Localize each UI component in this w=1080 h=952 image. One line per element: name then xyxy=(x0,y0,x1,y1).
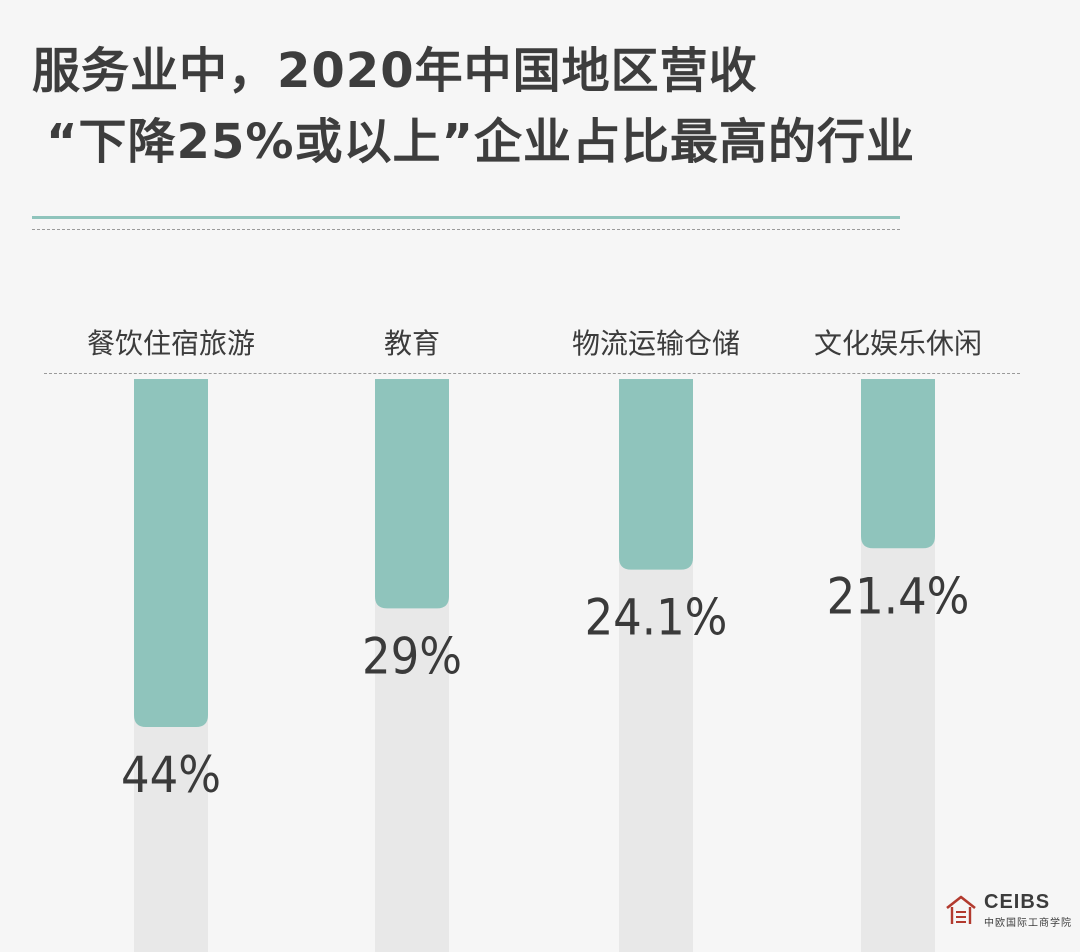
chart-title: 服务业中，2020年中国地区营收 “下降25%或以上”企业占比最高的行业 xyxy=(32,36,1042,178)
ceibs-logo-subtitle: 中欧国际工商学院 xyxy=(984,918,1072,929)
data-label: 21.4% xyxy=(827,567,970,625)
category-label: 餐饮住宿旅游 xyxy=(87,327,255,360)
data-label: 24.1% xyxy=(585,589,728,647)
title-underline xyxy=(32,216,900,219)
category-label: 文化娱乐休闲 xyxy=(814,327,982,360)
data-label: 29% xyxy=(362,627,462,685)
bar xyxy=(375,379,449,609)
category-label: 物流运输仓储 xyxy=(572,327,740,360)
chart-title-line-2: “下降25%或以上”企业占比最高的行业 xyxy=(46,114,915,170)
data-label: 44% xyxy=(121,746,221,804)
bar xyxy=(861,379,935,549)
category-label: 教育 xyxy=(384,327,440,360)
ceibs-logo-name: CEIBS xyxy=(984,891,1051,913)
title-dotted-divider xyxy=(32,229,900,230)
chart-baseline xyxy=(44,373,1020,374)
bar xyxy=(619,379,693,570)
chart-title-line-1: 服务业中，2020年中国地区营收 xyxy=(32,43,758,99)
ceibs-logo: CEIBS 中欧国际工商学院 xyxy=(944,891,1071,931)
ceibs-logo-mark-icon xyxy=(946,895,976,924)
bar xyxy=(134,379,208,727)
